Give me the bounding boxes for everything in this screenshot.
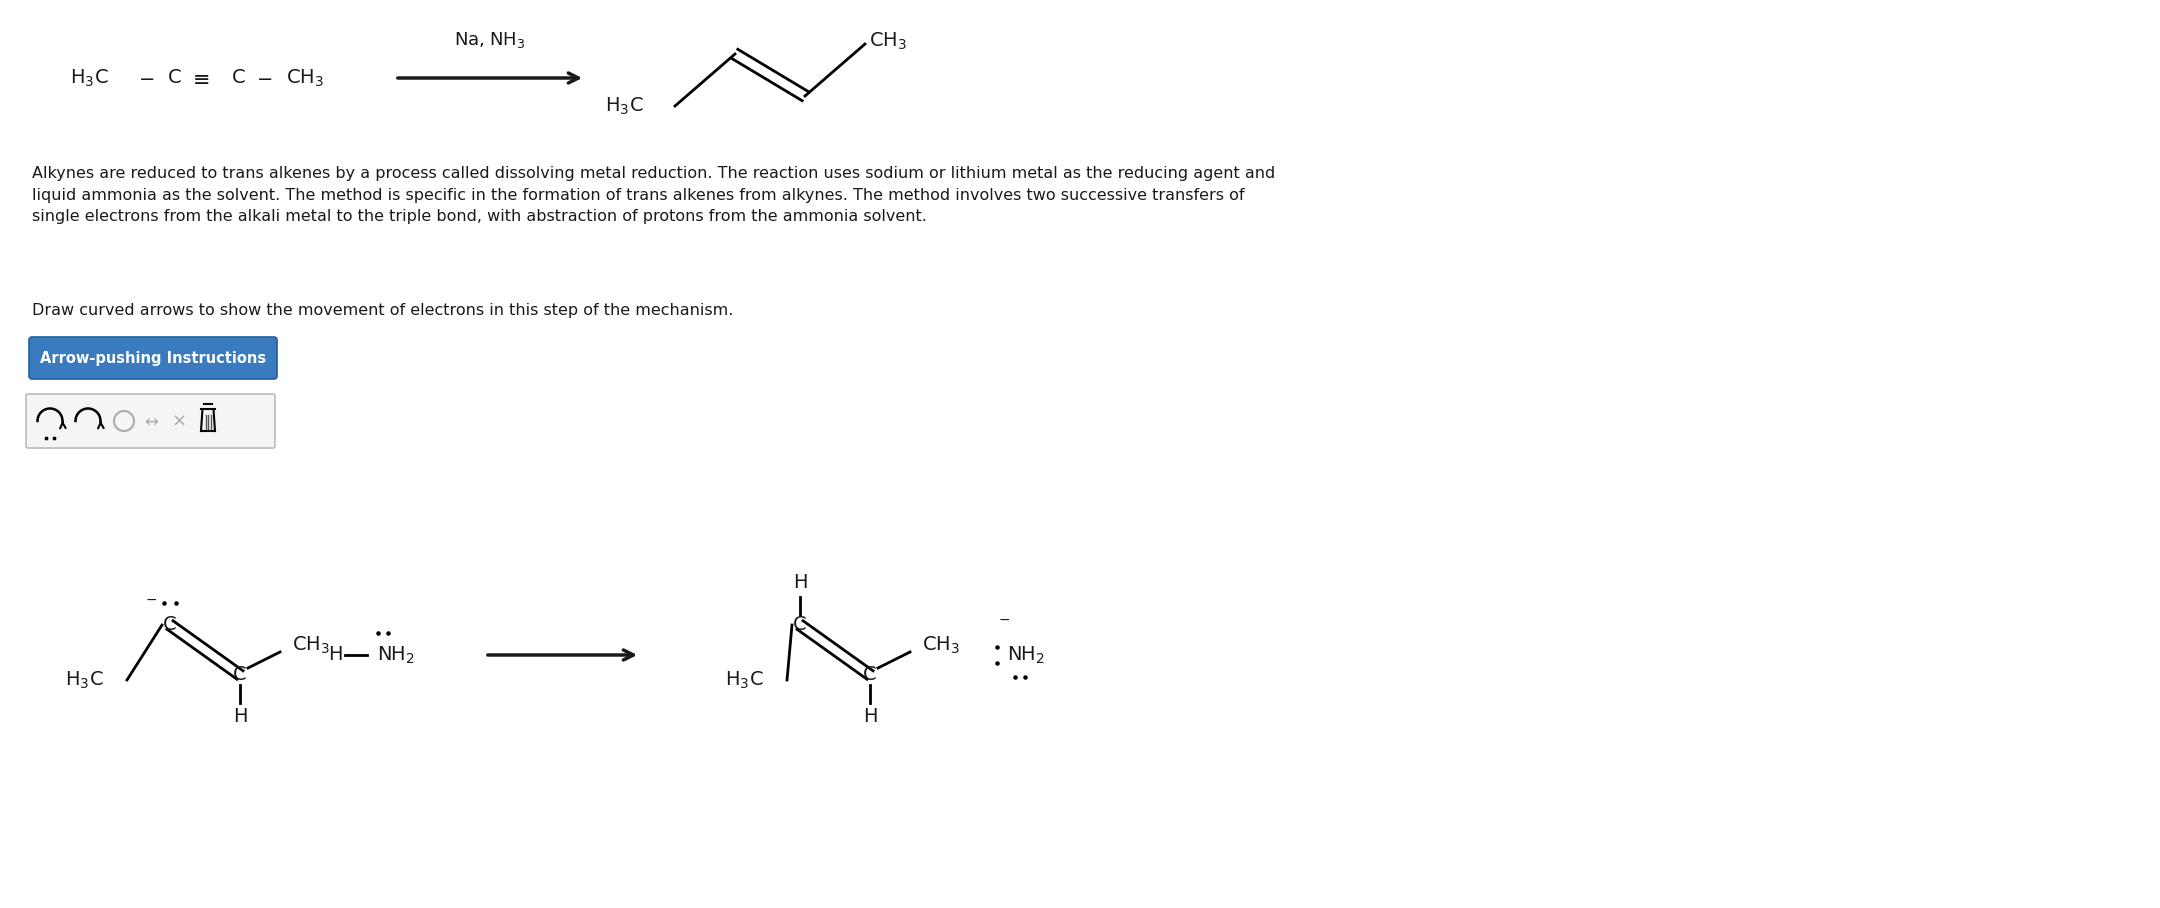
Text: H: H [328,646,341,665]
Text: Alkynes are reduced to trans alkenes by a process called dissolving metal reduct: Alkynes are reduced to trans alkenes by … [32,166,1274,224]
Text: C: C [168,68,181,87]
Text: C: C [864,666,877,685]
Text: C: C [793,616,808,635]
Text: H$_3$C: H$_3$C [605,95,644,116]
Text: CH$_3$: CH$_3$ [922,635,959,656]
Text: Na, NH$_3$: Na, NH$_3$ [454,30,525,50]
Text: $-$: $-$ [257,68,272,87]
Text: $\leftrightarrow$: $\leftrightarrow$ [140,412,160,430]
FancyBboxPatch shape [26,394,274,448]
Text: H: H [793,574,808,593]
Text: NH$_2$: NH$_2$ [1007,645,1045,666]
Text: $^-$: $^-$ [143,596,158,615]
Text: $\!\equiv\!$: $\!\equiv\!$ [192,68,210,88]
Text: H$_3$C: H$_3$C [69,67,108,89]
Text: Arrow-pushing Instructions: Arrow-pushing Instructions [39,350,266,366]
Text: H: H [233,707,246,726]
Text: C: C [164,616,177,635]
Text: Draw curved arrows to show the movement of electrons in this step of the mechani: Draw curved arrows to show the movement … [32,303,734,318]
Text: C: C [231,68,246,87]
Text: C: C [233,666,246,685]
Text: CH$_3$: CH$_3$ [292,635,330,656]
Text: NH$_2$: NH$_2$ [378,645,415,666]
Text: $^-$: $^-$ [996,616,1011,635]
Text: H$_3$C: H$_3$C [726,669,765,691]
Text: H: H [862,707,877,726]
Text: $\times$: $\times$ [171,412,186,430]
Text: CH$_3$: CH$_3$ [868,30,907,52]
Text: CH$_3$: CH$_3$ [285,67,324,89]
Text: $-$: $-$ [138,68,153,87]
Text: H$_3$C: H$_3$C [65,669,104,691]
FancyBboxPatch shape [28,337,276,379]
